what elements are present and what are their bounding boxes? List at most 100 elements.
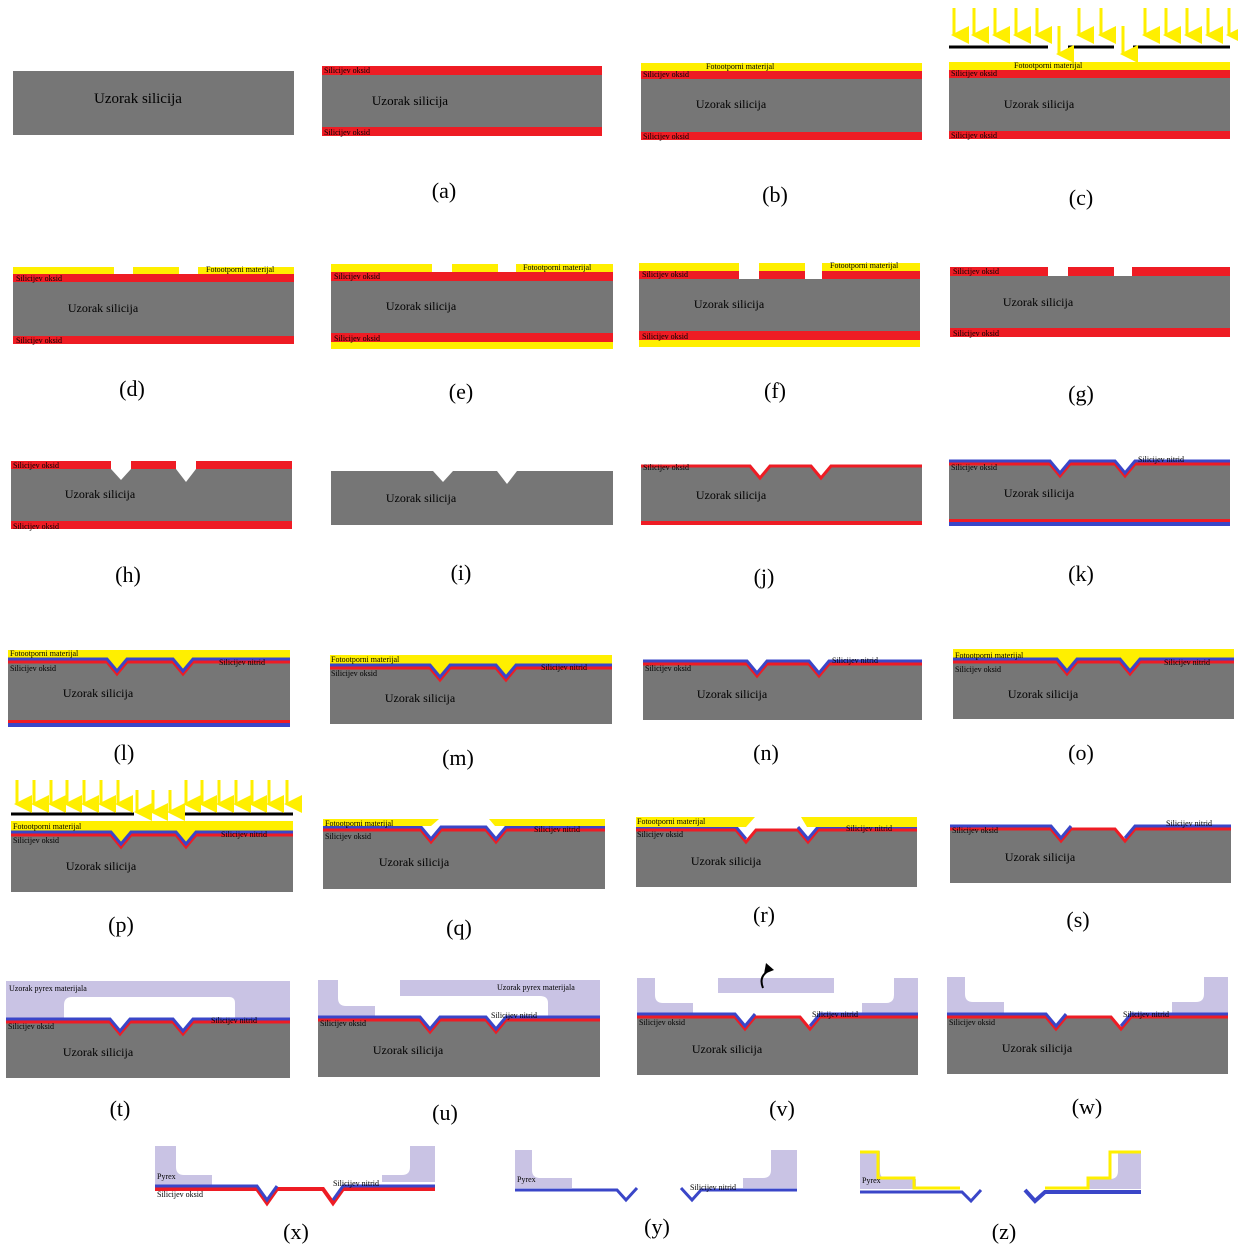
v-groove-etch	[176, 469, 196, 482]
photoresist	[641, 63, 922, 71]
oxide-conformal	[641, 464, 922, 481]
oxide-conformal	[947, 1015, 1228, 1032]
label-oxide: Silicijev oksid	[10, 664, 56, 673]
label-photoresist: Fotootporni materijal	[10, 649, 79, 658]
caption-z: (z)	[992, 1219, 1016, 1244]
label-oxide: Silicijev oksid	[949, 1018, 995, 1027]
nitride-segment	[637, 1012, 757, 1029]
oxide-bottom	[639, 331, 920, 340]
label-nitride: Silicijev nitrid	[812, 1010, 858, 1019]
oxide-top	[950, 267, 1048, 276]
nitride-conformal	[318, 1015, 600, 1032]
label-silicon: Uzorak silicija	[692, 1042, 763, 1056]
label-oxide: Silicijev oksid	[8, 1022, 54, 1031]
silicon-substrate	[949, 464, 1230, 521]
label-silicon: Uzorak silicija	[65, 487, 136, 501]
photoresist-fill	[11, 821, 293, 843]
label-silicon: Uzorak silicija	[1004, 486, 1075, 500]
label-pyrex: Pyrex	[517, 1175, 536, 1184]
label-oxide: Silicijev oksid	[645, 664, 691, 673]
pyrex-piece	[382, 1146, 435, 1182]
silicon-substrate	[13, 71, 294, 135]
label-nitride: Silicijev nitrid	[333, 1179, 379, 1188]
caption-y: (y)	[644, 1214, 670, 1239]
label-silicon: Uzorak silicija	[373, 1043, 444, 1057]
nitride-conformal	[11, 830, 293, 847]
oxide-top	[196, 461, 292, 469]
oxide-conformal	[330, 666, 612, 683]
oxide-bottom	[11, 521, 292, 529]
photoresist-pattern	[331, 264, 432, 272]
oxide-top	[641, 71, 922, 79]
photoresist-pattern	[489, 819, 605, 826]
caption-i: (i)	[451, 560, 472, 585]
label-silicon: Uzorak silicija	[94, 91, 182, 107]
label-silicon: Uzorak silicija	[1008, 687, 1079, 701]
silicon-substrate	[950, 276, 1230, 328]
silicon-substrate	[947, 1017, 1228, 1074]
label-pyrex: Uzorak pyrex materijala	[9, 984, 87, 993]
caption-d: (d)	[119, 376, 145, 401]
silicon-substrate	[11, 469, 292, 521]
caption-n: (n)	[753, 740, 779, 765]
photoresist-pattern	[516, 264, 613, 272]
nitride-conformal	[6, 1017, 290, 1034]
silicon-substrate	[322, 75, 602, 127]
silicon-substrate	[318, 1020, 600, 1077]
silicon-substrate	[6, 1022, 290, 1078]
pyrex-piece	[318, 980, 375, 1017]
oxide-top	[331, 272, 613, 281]
photoresist-pattern	[636, 817, 755, 827]
oxide-conformal	[953, 660, 1234, 677]
caption-b: (b)	[762, 182, 788, 207]
oxide-top	[949, 70, 1230, 78]
nitride-membrane	[679, 1186, 797, 1203]
label-silicon: Uzorak silicija	[66, 859, 137, 873]
label-pyrex: Uzorak pyrex materijala	[497, 983, 575, 992]
photoresist-pattern	[13, 267, 114, 274]
label-photoresist: Fotootporni materijal	[637, 817, 706, 826]
photoresist-pattern	[452, 264, 498, 272]
pyrex-wafer	[6, 981, 290, 1018]
photoresist-pattern	[639, 263, 739, 271]
label-oxide: Silicijev oksid	[951, 131, 997, 140]
label-oxide: Silicijev oksid	[643, 70, 689, 79]
pyrex-piece	[862, 978, 918, 1014]
label-silicon: Uzorak silicija	[385, 691, 456, 705]
label-oxide: Silicijev oksid	[16, 336, 62, 345]
label-silicon: Uzorak silicija	[386, 491, 457, 505]
caption-v: (v)	[769, 1096, 795, 1121]
label-oxide: Silicijev oksid	[334, 272, 380, 281]
oxide-top	[11, 461, 111, 469]
caption-x: (x)	[283, 1219, 309, 1244]
label-silicon: Uzorak silicija	[697, 687, 768, 701]
label-silicon: Uzorak silicija	[379, 855, 450, 869]
photoresist-edge	[1045, 1150, 1141, 1190]
photoresist-pattern	[198, 267, 294, 274]
label-silicon: Uzorak silicija	[1004, 97, 1075, 111]
silicon-substrate	[331, 471, 613, 525]
label-nitride: Silicijev nitrid	[1138, 455, 1184, 464]
pyrex-released	[718, 978, 834, 993]
oxide-bottom	[641, 132, 922, 140]
caption-f: (f)	[764, 378, 786, 403]
silicon-substrate	[13, 282, 294, 336]
v-groove-etch	[111, 469, 131, 480]
silicon-substrate	[641, 466, 922, 525]
label-oxide: Silicijev oksid	[643, 132, 689, 141]
silicon-substrate	[949, 78, 1230, 131]
caption-q: (q)	[446, 915, 472, 940]
label-silicon: Uzorak silicija	[63, 686, 134, 700]
label-silicon: Uzorak silicija	[372, 93, 448, 108]
photoresist-bottom	[639, 340, 920, 347]
label-nitride: Silicijev nitrid	[541, 663, 587, 672]
label-nitride: Silicijev nitrid	[1166, 819, 1212, 828]
silicon-substrate	[323, 830, 605, 889]
caption-l: (l)	[114, 740, 135, 765]
pyrex-piece	[1088, 1151, 1141, 1189]
silicon-substrate	[641, 79, 922, 132]
label-photoresist: Fotootporni materijal	[206, 265, 275, 274]
label-silicon: Uzorak silicija	[696, 97, 767, 111]
oxide-top	[131, 461, 176, 469]
